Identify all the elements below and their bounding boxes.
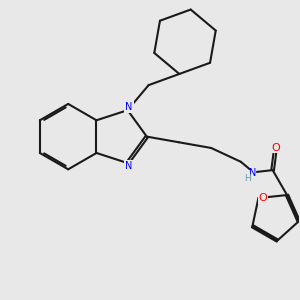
Text: H: H [244, 174, 251, 183]
Text: O: O [259, 193, 267, 203]
Text: N: N [249, 168, 256, 178]
Text: N: N [125, 161, 133, 171]
Text: O: O [271, 143, 280, 153]
Text: N: N [125, 102, 133, 112]
